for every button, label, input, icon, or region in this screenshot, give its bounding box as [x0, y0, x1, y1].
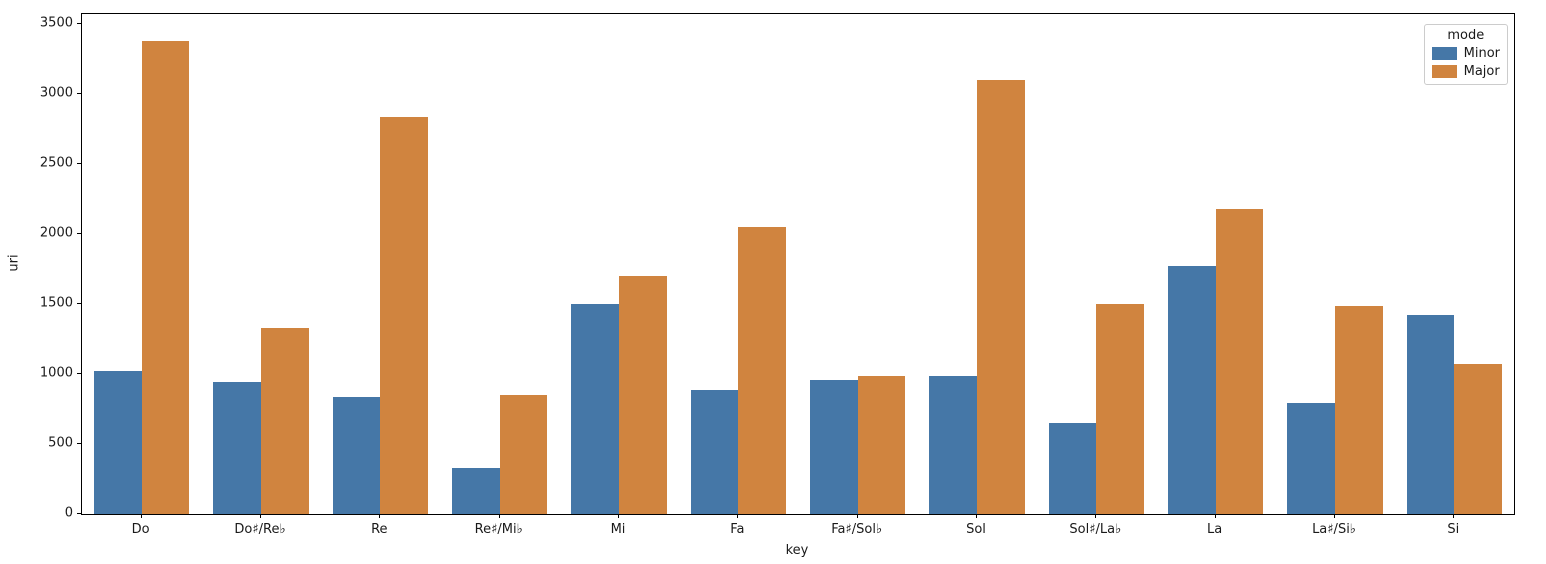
bar-minor-12 — [1406, 314, 1455, 514]
y-tick-label: 1000 — [39, 365, 73, 381]
y-tick-mark — [77, 303, 81, 305]
x-tick-mark — [618, 514, 619, 518]
x-tick-mark — [1214, 514, 1216, 518]
x-tick-mark — [737, 514, 739, 518]
y-tick-mark — [77, 513, 81, 514]
y-tick-label: 3000 — [39, 85, 73, 101]
x-tick-label-7: Fa♯/Sol♭ — [831, 522, 883, 537]
bar-minor-2 — [213, 381, 261, 514]
x-tick-label-1: Do — [131, 522, 150, 537]
x-tick-label-6: Fa — [730, 522, 745, 537]
bar-minor-5 — [571, 304, 619, 514]
x-tick-mark — [856, 514, 858, 518]
bar-major-7 — [857, 376, 906, 514]
x-tick-mark — [379, 514, 381, 518]
legend-label-major: Major — [1463, 64, 1500, 79]
bar-major-4 — [499, 395, 548, 514]
x-tick-label-4: Re♯/Mi♭ — [474, 522, 523, 537]
legend-item-major: Major — [1431, 64, 1500, 79]
x-tick-label-11: La♯/Si♭ — [1312, 522, 1356, 537]
minor-color-swatch-icon — [1431, 47, 1457, 60]
x-tick-label-12: Si — [1447, 522, 1460, 537]
bar-minor-10 — [1167, 265, 1216, 514]
x-tick-mark — [976, 514, 977, 518]
bar-major-9 — [1096, 303, 1145, 514]
bar-major-6 — [738, 227, 787, 514]
bar-major-12 — [1454, 363, 1503, 514]
y-tick-label: 1500 — [39, 295, 73, 311]
x-tick-mark — [1453, 514, 1455, 518]
x-tick-mark — [260, 514, 261, 518]
bar-major-11 — [1335, 306, 1383, 514]
x-tick-label-8: Sol — [966, 522, 986, 537]
y-tick-mark — [77, 23, 81, 25]
y-tick-label: 2000 — [39, 225, 73, 241]
x-tick-label-5: Mi — [610, 522, 626, 537]
bar-minor-9 — [1048, 423, 1097, 514]
y-tick-label: 500 — [48, 435, 73, 451]
bar-major-8 — [977, 80, 1025, 514]
x-tick-label-3: Re — [371, 522, 388, 537]
y-tick-label: 0 — [64, 505, 73, 521]
y-tick-mark — [77, 93, 81, 95]
bar-minor-6 — [690, 389, 739, 514]
bar-major-10 — [1215, 209, 1264, 514]
major-color-swatch-icon — [1431, 65, 1457, 78]
bar-minor-4 — [451, 467, 500, 514]
legend: mode Minor Major — [1423, 24, 1508, 85]
bar-minor-8 — [929, 375, 977, 514]
x-tick-mark — [1334, 514, 1335, 518]
legend-label-minor: Minor — [1463, 46, 1500, 61]
x-tick-label-2: Do♯/Re♭ — [234, 522, 286, 537]
bar-major-1 — [141, 41, 190, 514]
y-tick-label: 2500 — [39, 155, 73, 171]
bar-major-3 — [380, 116, 429, 514]
y-axis-label: uri — [6, 254, 22, 272]
x-axis-label: key — [785, 543, 809, 558]
bar-major-5 — [619, 276, 667, 514]
plot-area: mode Minor Major — [81, 13, 1515, 515]
y-tick-mark — [77, 373, 81, 375]
legend-title: mode — [1447, 28, 1485, 43]
bar-minor-7 — [809, 379, 858, 514]
y-tick-mark — [77, 163, 81, 165]
y-tick-mark — [77, 443, 81, 445]
x-tick-label-10: La — [1207, 522, 1223, 537]
bar-major-2 — [261, 328, 309, 514]
x-tick-mark — [1095, 514, 1097, 518]
x-tick-mark — [498, 514, 500, 518]
y-tick-label: 3500 — [39, 15, 73, 31]
y-tick-mark — [77, 233, 81, 235]
bar-minor-11 — [1287, 402, 1335, 514]
bar-minor-3 — [332, 397, 381, 514]
bar-minor-1 — [93, 371, 142, 514]
legend-item-minor: Minor — [1431, 46, 1500, 61]
x-tick-mark — [140, 514, 142, 518]
x-tick-label-9: Sol♯/La♭ — [1069, 522, 1122, 537]
